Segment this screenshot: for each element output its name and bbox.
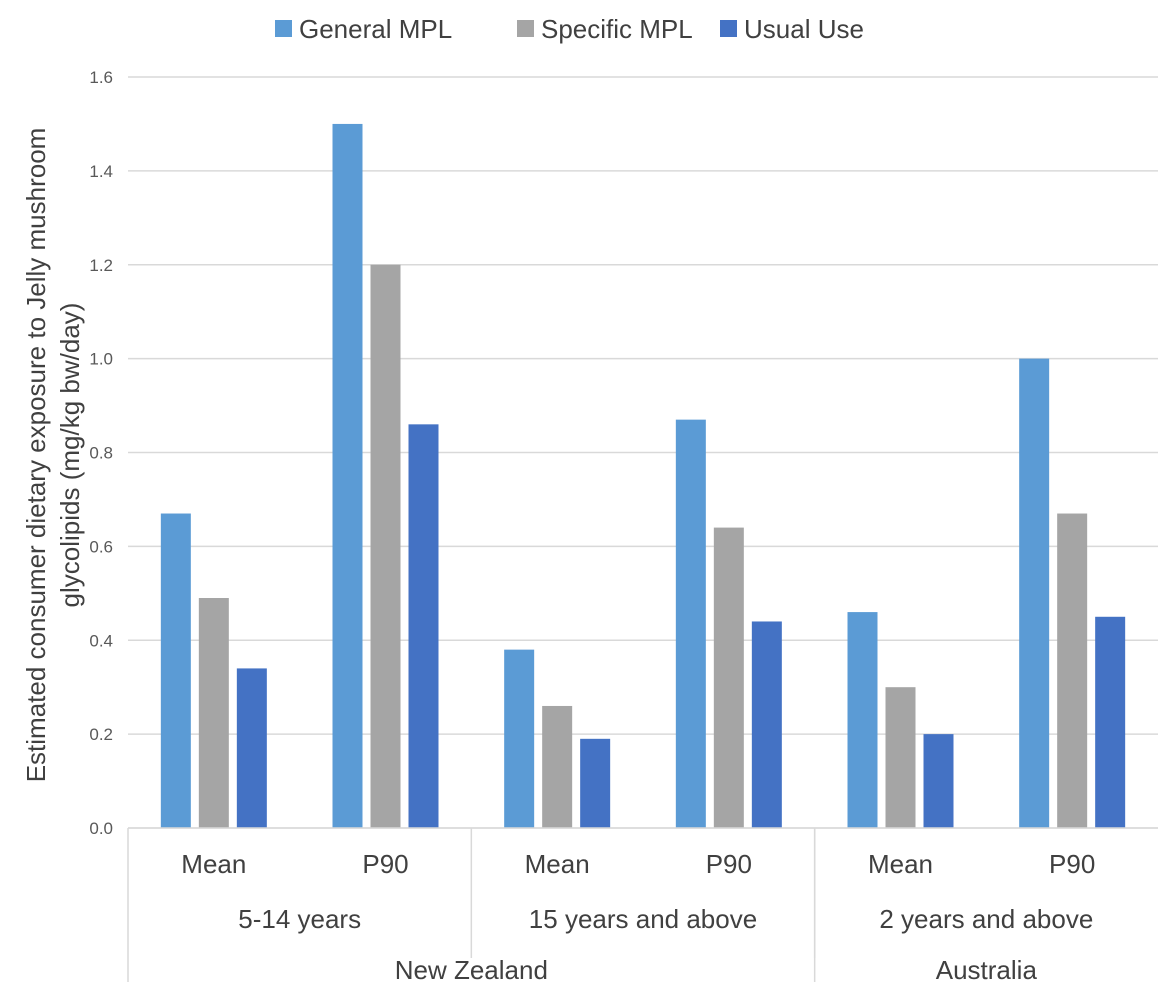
- legend-label: Usual Use: [744, 14, 864, 44]
- gridlines: [128, 76, 1158, 829]
- x-category-label: P90: [1049, 849, 1095, 879]
- y-tick-label: 0.2: [89, 725, 113, 744]
- bar-general-mpl: [504, 649, 535, 828]
- bar-general-mpl: [332, 123, 363, 828]
- y-tick-label: 1.4: [89, 162, 113, 181]
- bar-usual-use: [923, 734, 954, 828]
- bar-usual-use: [236, 668, 267, 828]
- y-tick-label: 1.0: [89, 350, 113, 369]
- bar-specific-mpl: [1057, 513, 1088, 828]
- bar-specific-mpl: [542, 705, 573, 828]
- y-axis-label: Estimated consumer dietary exposure to J…: [21, 128, 85, 783]
- x-region-label: Australia: [936, 955, 1038, 982]
- y-axis-ticks: 0.0 0.2 0.4 0.6 0.8 1.0 1.2 1.4 1.6: [89, 68, 113, 838]
- y-axis-label-line: glycolipids (mg/kg bw/day): [55, 303, 85, 608]
- x-category-label: P90: [706, 849, 752, 879]
- legend-swatch: [720, 20, 737, 37]
- x-category-label: P90: [362, 849, 408, 879]
- y-tick-label: 1.2: [89, 256, 113, 275]
- bar-general-mpl: [675, 419, 706, 828]
- x-group-label: 2 years and above: [879, 904, 1093, 934]
- chart-legend: General MPL Specific MPL Usual Use: [275, 14, 864, 44]
- x-group-label: 15 years and above: [529, 904, 757, 934]
- x-category-label: Mean: [181, 849, 246, 879]
- bar-specific-mpl: [198, 598, 229, 828]
- bar-specific-mpl: [713, 527, 744, 828]
- bar-usual-use: [1095, 616, 1126, 828]
- legend-swatch: [517, 20, 534, 37]
- x-category-label: Mean: [525, 849, 590, 879]
- x-category-label: Mean: [868, 849, 933, 879]
- y-tick-label: 0.4: [89, 631, 113, 650]
- bar-specific-mpl: [885, 687, 916, 828]
- bar-general-mpl: [847, 612, 878, 828]
- y-tick-label: 0.8: [89, 444, 113, 463]
- y-tick-label: 0.6: [89, 537, 113, 556]
- x-region-label: New Zealand: [395, 955, 548, 982]
- legend-label: General MPL: [299, 14, 452, 44]
- bar-specific-mpl: [370, 264, 401, 828]
- legend-swatch: [275, 20, 292, 37]
- bar-usual-use: [408, 424, 439, 828]
- y-tick-label: 0.0: [89, 819, 113, 838]
- y-axis-label-line: Estimated consumer dietary exposure to J…: [21, 128, 51, 783]
- bar-usual-use: [580, 738, 611, 828]
- bar-general-mpl: [160, 513, 191, 828]
- bars: [160, 123, 1126, 828]
- legend-label: Specific MPL: [541, 14, 693, 44]
- bar-usual-use: [751, 621, 782, 828]
- x-group-label: 5-14 years: [238, 904, 361, 934]
- y-tick-label: 1.6: [89, 68, 113, 87]
- bar-general-mpl: [1019, 358, 1050, 828]
